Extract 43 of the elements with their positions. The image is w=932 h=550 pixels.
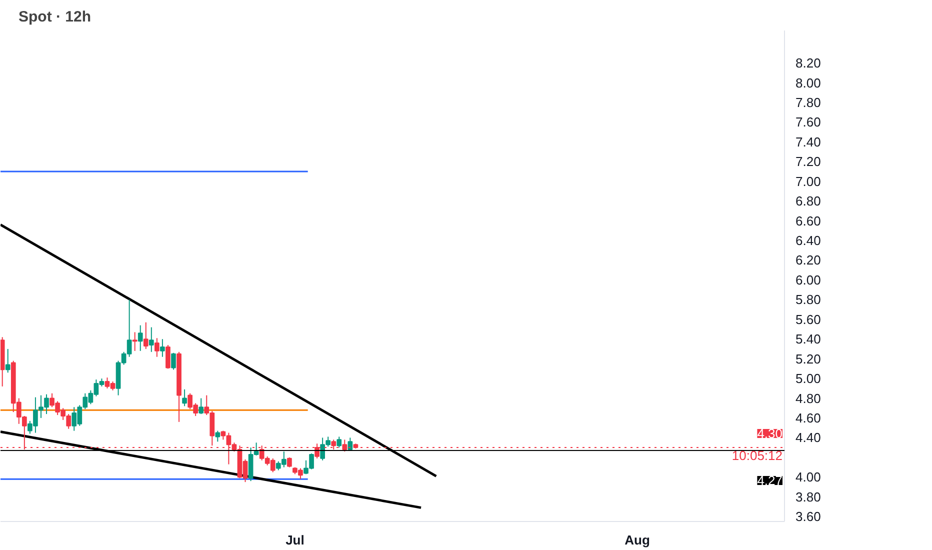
y-tick-label: 8.00 <box>796 75 821 90</box>
y-tick-label: 4.40 <box>796 430 821 446</box>
y-tick-label: 7.60 <box>796 114 821 130</box>
candlestick <box>154 338 160 358</box>
ref-line-label: 4.27 <box>757 473 783 488</box>
candlestick <box>215 430 220 442</box>
y-tick-label: 4.00 <box>796 470 821 485</box>
y-tick-label: 5.00 <box>796 371 821 386</box>
y-tick-label: 7.40 <box>796 134 821 150</box>
y-tick-label: 7.00 <box>796 174 821 189</box>
candlestick <box>5 348 10 374</box>
y-tick-label: 5.80 <box>796 292 821 308</box>
candlestick <box>287 456 292 468</box>
y-tick-label: 4.80 <box>796 390 821 406</box>
y-tick-label: 5.40 <box>796 332 821 347</box>
y-tick-label: 3.60 <box>796 509 821 524</box>
y-tick-label: 7.80 <box>796 94 821 110</box>
y-tick-label: 6.60 <box>796 213 821 228</box>
candlestick <box>148 326 154 352</box>
y-tick-label: 6.80 <box>796 194 821 209</box>
x-tick-label: Jul <box>286 532 304 548</box>
y-tick-label: 6.40 <box>796 233 821 248</box>
annotation: 10:05:12 <box>732 448 783 464</box>
y-tick-label: 6.00 <box>796 272 821 288</box>
candlestick <box>336 436 342 448</box>
candlestick <box>132 332 138 352</box>
ref-line-label: 4.30 <box>757 426 783 442</box>
y-tick-label: 8.20 <box>796 56 821 71</box>
candlestick <box>138 324 143 352</box>
candlestick <box>182 388 187 407</box>
y-tick-label: 6.20 <box>796 252 821 268</box>
y-tick-label: 3.80 <box>796 489 821 504</box>
y-tick-label: 5.60 <box>796 312 821 327</box>
y-tick-label: 4.60 <box>796 410 821 426</box>
y-tick-label: 7.20 <box>796 154 821 170</box>
x-tick-label: Aug <box>624 532 650 548</box>
y-tick-label: 5.20 <box>796 351 821 366</box>
candlestick <box>160 338 165 358</box>
candlestick <box>143 322 148 350</box>
chart-title: Spot · 12h <box>18 8 92 26</box>
candlestick <box>166 344 170 370</box>
candlestick <box>171 352 176 370</box>
candlestick <box>198 398 204 415</box>
